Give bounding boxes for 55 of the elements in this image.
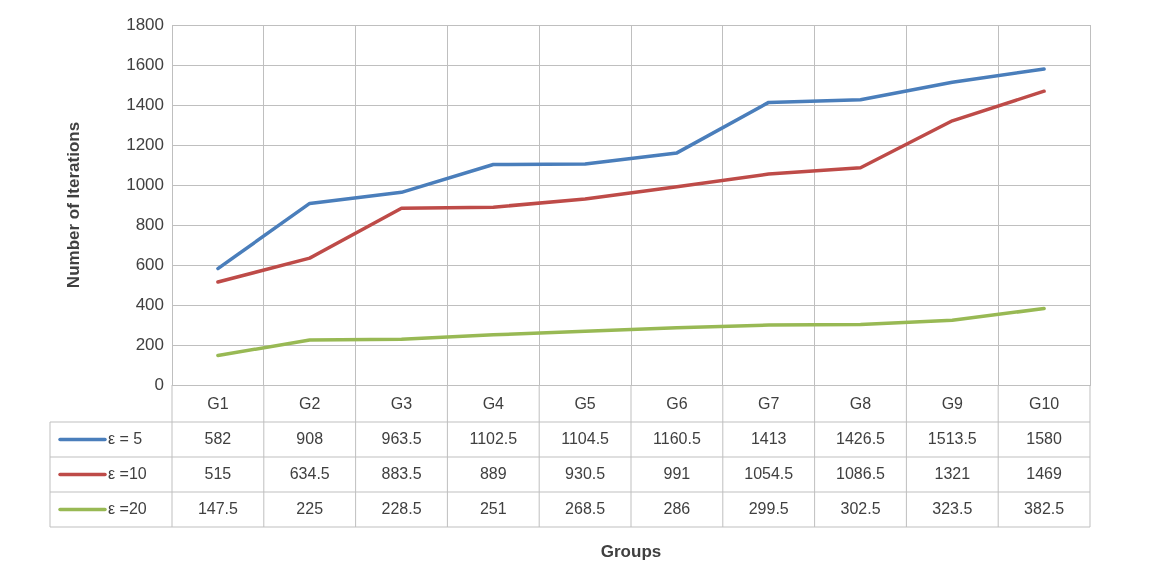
legend-label: ε =10 — [108, 464, 147, 482]
x-tick-label: G4 — [482, 395, 505, 413]
x-tick-label: G9 — [941, 395, 964, 413]
data-label: 1321 — [934, 464, 971, 482]
data-label: 1426.5 — [836, 429, 886, 447]
data-label: 515 — [204, 464, 232, 482]
data-label: 889 — [479, 464, 507, 482]
y-tick-label: 1000 — [126, 174, 164, 194]
data-label: 147.5 — [197, 499, 239, 517]
y-tick-label: 200 — [135, 334, 164, 354]
x-tick-label: G10 — [1028, 395, 1060, 413]
data-label: 225 — [296, 499, 324, 517]
data-label: 1086.5 — [836, 464, 886, 482]
y-tick-label: 1200 — [126, 134, 164, 154]
y-tick-label: 400 — [135, 294, 164, 314]
x-tick-label: G5 — [574, 395, 596, 413]
data-label: 1413 — [750, 429, 787, 447]
data-label: 382.5 — [1024, 499, 1065, 517]
y-axis-title: Number of Iterations — [63, 121, 83, 289]
data-label: 323.5 — [932, 499, 973, 517]
data-label: 228.5 — [381, 499, 422, 517]
data-label: 1513.5 — [927, 429, 977, 447]
x-tick-label: G6 — [666, 395, 688, 413]
data-label: 634.5 — [289, 464, 330, 482]
data-label: 251 — [479, 499, 507, 517]
data-label: 268.5 — [565, 499, 606, 517]
data-label: 1054.5 — [744, 464, 794, 482]
data-label: 1104.5 — [561, 429, 610, 447]
x-tick-label: G2 — [299, 395, 321, 413]
y-tick-label: 600 — [135, 254, 164, 274]
y-tick-label: 1400 — [126, 94, 164, 114]
data-label: 908 — [296, 429, 324, 447]
text: Groups — [600, 541, 662, 561]
x-tick-label: G1 — [207, 395, 229, 413]
y-tick-label: 0 — [154, 374, 164, 394]
x-tick-label: G3 — [390, 395, 413, 413]
data-label: 302.5 — [840, 499, 881, 517]
x-tick-label: G8 — [849, 395, 872, 413]
data-label: 930.5 — [565, 464, 606, 482]
data-label: 1469 — [1026, 464, 1062, 482]
y-tick-label: 1800 — [126, 14, 164, 34]
legend-label: ε = 5 — [108, 429, 143, 447]
data-label: 1580 — [1026, 429, 1062, 447]
data-label: 582 — [204, 429, 232, 447]
legend-label: ε =20 — [108, 499, 147, 517]
data-label: 991 — [663, 464, 691, 482]
data-label: 299.5 — [748, 499, 789, 517]
x-tick-label: G7 — [758, 395, 780, 413]
y-tick-label: 1600 — [126, 54, 164, 74]
data-label: 1102.5 — [469, 429, 518, 447]
data-label: 883.5 — [381, 464, 422, 482]
data-label: 286 — [663, 499, 691, 517]
data-label: 1160.5 — [653, 429, 701, 447]
y-tick-label: 800 — [135, 214, 164, 234]
data-label: 963.5 — [381, 429, 422, 447]
